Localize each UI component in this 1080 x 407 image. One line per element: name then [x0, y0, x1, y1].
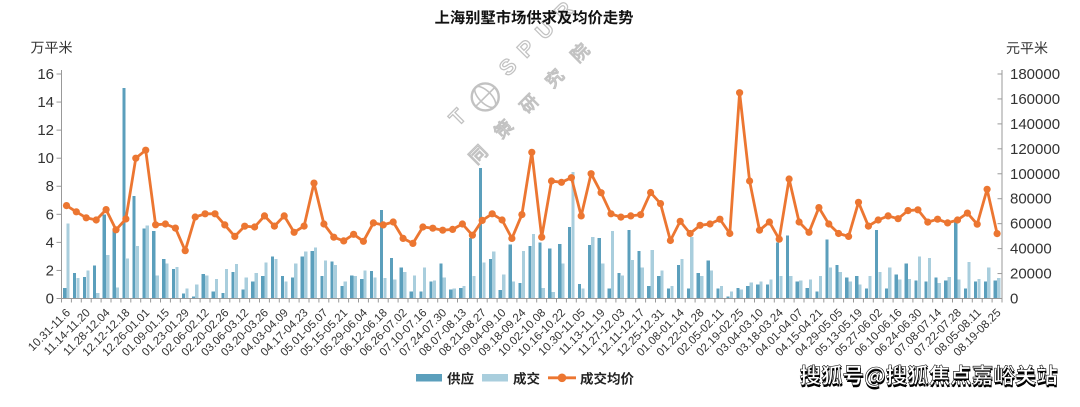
svg-text:40000: 40000 — [1010, 241, 1052, 258]
svg-text:2: 2 — [46, 262, 54, 279]
svg-text:8: 8 — [46, 178, 54, 195]
svg-text:20000: 20000 — [1010, 266, 1052, 283]
svg-text:120000: 120000 — [1010, 141, 1060, 158]
svg-text:0: 0 — [1010, 291, 1018, 308]
svg-text:0: 0 — [46, 291, 54, 308]
svg-text:6: 6 — [46, 206, 54, 223]
svg-text:10: 10 — [37, 150, 54, 167]
svg-text:180000: 180000 — [1010, 66, 1060, 83]
svg-text:140000: 140000 — [1010, 116, 1060, 133]
svg-text:100000: 100000 — [1010, 166, 1060, 183]
svg-text:60000: 60000 — [1010, 216, 1052, 233]
svg-text:80000: 80000 — [1010, 191, 1052, 208]
svg-text:160000: 160000 — [1010, 91, 1060, 108]
svg-text:14: 14 — [37, 94, 54, 111]
svg-text:16: 16 — [37, 66, 54, 83]
svg-text:12: 12 — [37, 122, 54, 139]
svg-text:4: 4 — [46, 234, 54, 251]
